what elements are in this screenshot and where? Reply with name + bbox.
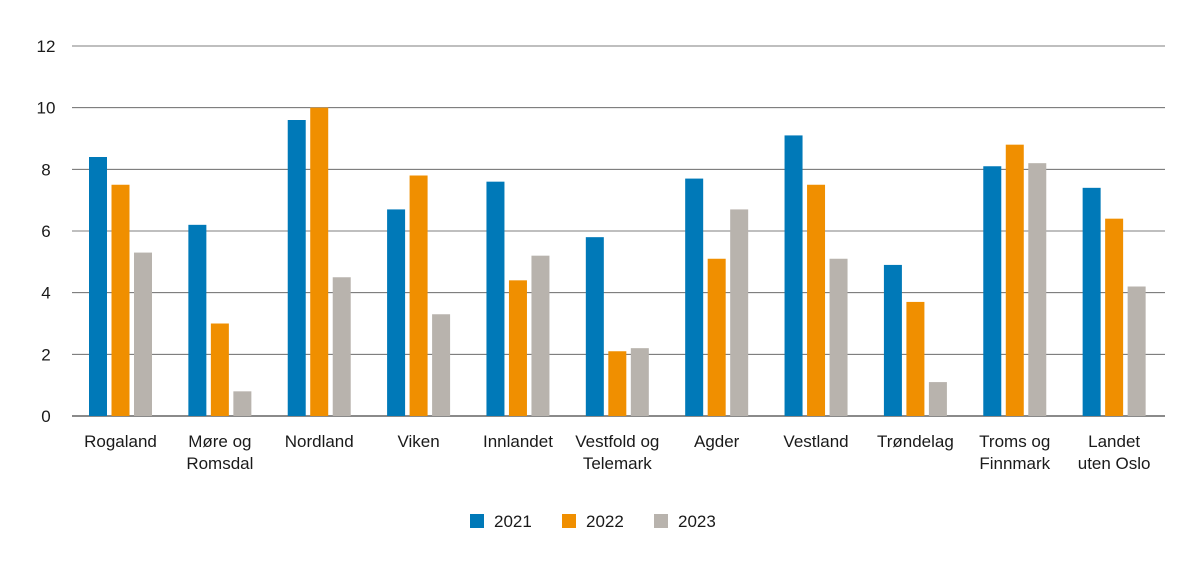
bar-2021 [1082, 187, 1101, 416]
legend-swatch-2021 [470, 514, 484, 528]
bar-2023 [1127, 286, 1146, 416]
y-tick-label: 0 [41, 407, 50, 426]
x-tick-label-line: uten Oslo [1078, 454, 1151, 473]
x-tick-label: Agder [694, 432, 740, 451]
bar-2021 [784, 135, 803, 416]
bar-2022 [707, 258, 726, 416]
y-tick-label: 12 [37, 37, 56, 56]
y-tick-label: 2 [41, 345, 50, 364]
bar-2021 [486, 181, 505, 416]
x-tick-label: Landet uten Oslo [1078, 432, 1151, 473]
x-axis: Rogaland Møre og Romsdal Nordland Viken Innla… [84, 432, 1150, 473]
bar-2022 [409, 175, 428, 416]
x-tick-label-line: Møre og [188, 432, 251, 451]
bar-2021 [685, 178, 704, 416]
x-tick-label-line: Vestland [783, 432, 848, 451]
legend-label: 2023 [678, 512, 716, 531]
bar-2022 [210, 323, 229, 416]
bar-2022 [1005, 144, 1024, 416]
bars [89, 107, 1146, 417]
x-tick-label-line: Troms og [979, 432, 1050, 451]
legend: 2021 2022 2023 [470, 512, 716, 531]
x-tick-label-line: Romsdal [186, 454, 253, 473]
x-tick-label-line: Finnmark [979, 454, 1050, 473]
bar-2023 [829, 258, 848, 416]
x-tick-label: Vestland [783, 432, 848, 451]
x-tick-label-line: Trøndelag [877, 432, 954, 451]
x-tick-label: Vestfold og Telemark [575, 432, 659, 473]
bar-2023 [531, 255, 550, 416]
legend-label: 2022 [586, 512, 624, 531]
bar-2021 [983, 166, 1002, 416]
bar-2022 [508, 280, 527, 416]
x-tick-label: Trøndelag [877, 432, 954, 451]
bar-2023 [1028, 163, 1047, 416]
y-tick-label: 4 [41, 284, 50, 303]
bar-2022 [310, 107, 329, 417]
legend-swatch-2022 [562, 514, 576, 528]
x-tick-label-line: Nordland [285, 432, 354, 451]
bar-2023 [134, 252, 152, 416]
x-tick-label: Nordland [285, 432, 354, 451]
bar-2021 [585, 237, 604, 416]
legend-label: 2021 [494, 512, 532, 531]
x-tick-label: Viken [397, 432, 439, 451]
x-tick-label: Innlandet [483, 432, 553, 451]
x-tick-label-line: Landet [1088, 432, 1140, 451]
x-tick-label-line: Rogaland [84, 432, 157, 451]
bar-2022 [111, 184, 130, 416]
y-tick-label: 10 [37, 99, 56, 118]
bar-2021 [387, 209, 406, 416]
gridlines [72, 45, 1165, 417]
bar-2022 [807, 184, 826, 416]
bar-2022 [906, 301, 925, 416]
bar-2023 [928, 382, 947, 416]
x-tick-label: Møre og Romsdal [186, 432, 253, 473]
x-tick-label-line: Vestfold og [575, 432, 659, 451]
x-tick-label: Troms og Finnmark [979, 432, 1051, 473]
bar-2023 [233, 391, 252, 416]
bar-2021 [883, 264, 902, 416]
bar-2021 [287, 120, 306, 416]
x-tick-label-line: Viken [397, 432, 439, 451]
bar-2021 [188, 224, 207, 416]
x-tick-label: Rogaland [84, 432, 157, 451]
legend-swatch-2023 [654, 514, 668, 528]
bar-2023 [332, 277, 351, 416]
x-tick-label-line: Telemark [583, 454, 652, 473]
x-tick-label-line: Agder [694, 432, 740, 451]
bar-2023 [630, 348, 649, 416]
bar-2023 [432, 314, 451, 416]
bar-2022 [1105, 218, 1124, 416]
bar-2022 [608, 351, 627, 416]
bar-2021 [89, 157, 107, 416]
y-tick-label: 6 [41, 222, 50, 241]
y-axis: 0 2 4 6 8 10 12 [37, 37, 56, 426]
bar-2023 [730, 209, 749, 416]
y-tick-label: 8 [41, 160, 50, 179]
x-tick-label-line: Innlandet [483, 432, 553, 451]
